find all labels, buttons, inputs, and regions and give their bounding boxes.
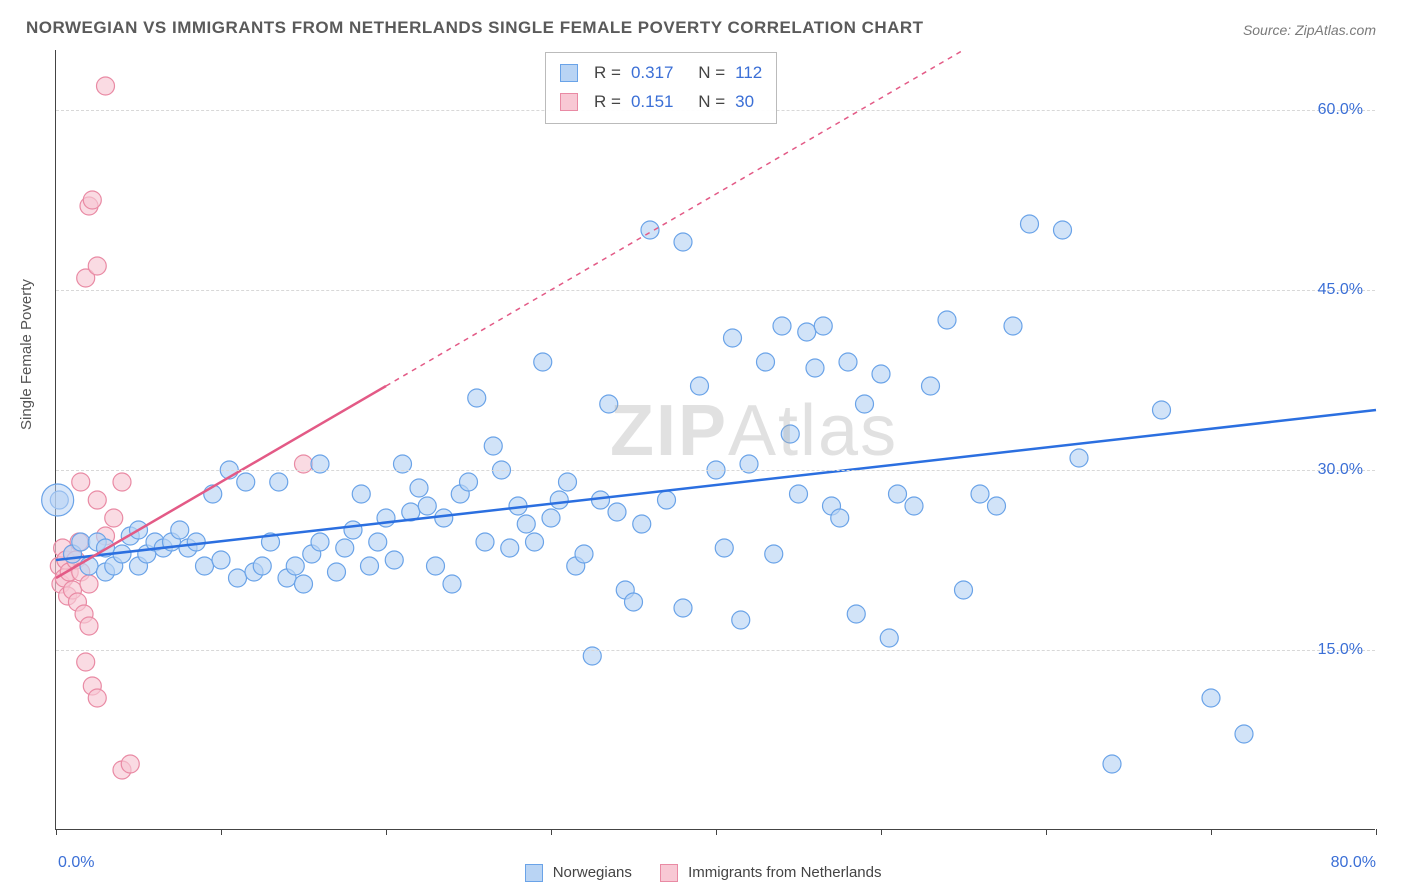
x-tick [386,829,387,835]
legend-item-netherlands: Immigrants from Netherlands [660,864,882,882]
gridline [56,470,1375,471]
x-tick [1046,829,1047,835]
y-tick-label: 30.0% [1318,461,1363,479]
n-value-2: 30 [735,88,754,117]
x-tick [551,829,552,835]
chart-title: NORWEGIAN VS IMMIGRANTS FROM NETHERLANDS… [26,18,924,38]
swatch-netherlands [560,93,578,111]
y-tick-label: 15.0% [1318,641,1363,659]
x-tick [716,829,717,835]
x-label-right: 80.0% [1331,854,1376,872]
r-value-1: 0.317 [631,59,674,88]
stats-row-2: R = 0.151 N = 30 [560,88,762,117]
gridline [56,290,1375,291]
x-tick [221,829,222,835]
r-label: R = [594,88,621,117]
source-label: Source: ZipAtlas.com [1243,22,1376,38]
r-value-2: 0.151 [631,88,674,117]
swatch-norwegians-icon [525,864,543,882]
bottom-legend: Norwegians Immigrants from Netherlands [0,864,1406,882]
legend-label-a: Norwegians [553,864,632,881]
r-label: R = [594,59,621,88]
legend-item-norwegians: Norwegians [525,864,632,882]
legend-label-b: Immigrants from Netherlands [688,864,881,881]
stats-legend: R = 0.317 N = 112 R = 0.151 N = 30 [545,52,777,124]
scatter-svg [56,50,1376,830]
y-tick-label: 45.0% [1318,281,1363,299]
n-value-1: 112 [735,59,762,88]
x-tick [1376,829,1377,835]
plot-area: 15.0% 30.0% 45.0% 60.0% [55,50,1375,830]
swatch-norwegians [560,64,578,82]
n-label: N = [698,59,725,88]
n-label: N = [698,88,725,117]
swatch-netherlands-icon [660,864,678,882]
x-label-left: 0.0% [58,854,94,872]
x-tick [881,829,882,835]
x-tick [1211,829,1212,835]
stats-row-1: R = 0.317 N = 112 [560,59,762,88]
x-tick [56,829,57,835]
y-axis-title: Single Female Poverty [18,279,35,430]
gridline [56,650,1375,651]
y-tick-label: 60.0% [1318,101,1363,119]
